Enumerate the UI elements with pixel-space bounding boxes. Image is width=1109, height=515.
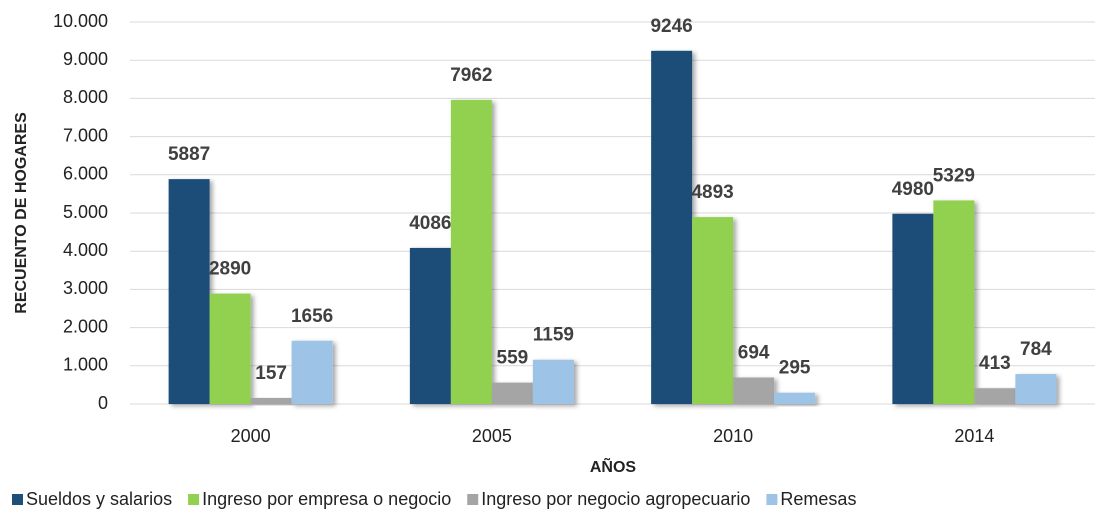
bar xyxy=(892,213,934,404)
data-label: 157 xyxy=(255,363,287,384)
data-label: 413 xyxy=(979,353,1011,374)
bar xyxy=(1015,374,1057,404)
data-label: 5329 xyxy=(933,165,975,186)
data-label: 9246 xyxy=(650,16,692,37)
y-tick-label: 9.000 xyxy=(63,49,108,69)
data-label: 4980 xyxy=(892,179,934,200)
y-tick-label: 8.000 xyxy=(63,87,108,107)
y-tick-label: 2.000 xyxy=(63,316,108,336)
data-label: 694 xyxy=(738,343,770,364)
bar xyxy=(651,50,693,405)
data-label: 295 xyxy=(779,358,811,379)
y-tick-label: 5.000 xyxy=(63,202,108,222)
legend-label: Sueldos y salarios xyxy=(26,489,172,509)
data-label: 2890 xyxy=(209,259,251,280)
y-tick-label: 7.000 xyxy=(63,125,108,145)
bar xyxy=(532,359,574,404)
y-tick-label: 6.000 xyxy=(63,164,108,184)
legend-swatch xyxy=(12,494,23,505)
legend-label: Remesas xyxy=(780,489,856,509)
bar xyxy=(168,179,210,404)
bar xyxy=(774,392,816,404)
bar xyxy=(209,293,251,404)
y-axis-title: RECUENTO DE HOGARES xyxy=(13,112,30,314)
data-label: 1159 xyxy=(533,325,574,346)
y-tick-label: 10.000 xyxy=(53,11,108,31)
legend-label: Ingreso por empresa o negocio xyxy=(202,489,451,509)
data-label: 4893 xyxy=(691,182,733,203)
data-label: 4086 xyxy=(409,213,451,234)
data-label: 559 xyxy=(497,348,529,369)
data-label: 7962 xyxy=(450,65,492,86)
x-axis-title: AÑOS xyxy=(590,456,637,476)
bar xyxy=(733,377,775,404)
data-label: 1656 xyxy=(291,306,333,327)
y-tick-label: 0 xyxy=(98,393,108,413)
bar xyxy=(974,388,1016,404)
legend-swatch xyxy=(766,494,778,505)
legend-label: Ingreso por negocio agropecuario xyxy=(481,489,750,509)
x-tick-label: 2000 xyxy=(231,426,271,446)
bar xyxy=(491,382,533,404)
y-tick-label: 1.000 xyxy=(63,355,108,375)
data-label: 784 xyxy=(1020,339,1052,360)
y-tick-label: 4.000 xyxy=(63,240,108,260)
x-tick-label: 2014 xyxy=(954,426,994,446)
y-tick-label: 3.000 xyxy=(63,278,108,298)
bar xyxy=(291,340,333,404)
bar xyxy=(450,99,492,405)
bar xyxy=(250,398,292,404)
legend-swatch xyxy=(188,494,200,505)
bar xyxy=(933,200,975,404)
x-tick-label: 2010 xyxy=(713,426,753,446)
data-label: 5887 xyxy=(168,144,210,165)
legend-swatch xyxy=(467,494,479,505)
bar xyxy=(409,247,451,404)
x-tick-label: 2005 xyxy=(472,426,512,446)
bar xyxy=(692,217,734,404)
